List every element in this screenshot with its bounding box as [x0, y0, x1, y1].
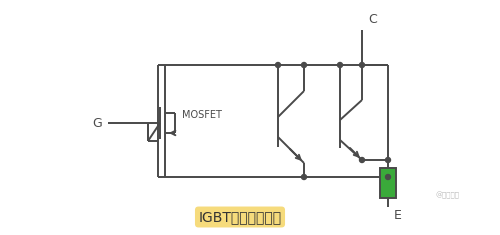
Text: @电子电路: @电子电路: [436, 191, 460, 199]
Circle shape: [302, 63, 306, 67]
Circle shape: [360, 63, 364, 67]
Text: G: G: [92, 117, 102, 129]
Circle shape: [276, 63, 280, 67]
Circle shape: [360, 157, 364, 162]
Text: E: E: [394, 209, 402, 222]
Text: IGBT理想等效电路: IGBT理想等效电路: [198, 210, 281, 224]
Text: C: C: [368, 13, 377, 26]
Text: MOSFET: MOSFET: [182, 110, 222, 120]
Circle shape: [302, 175, 306, 180]
Circle shape: [386, 157, 390, 162]
Circle shape: [386, 175, 390, 180]
Circle shape: [338, 63, 342, 67]
Bar: [380, 168, 396, 198]
